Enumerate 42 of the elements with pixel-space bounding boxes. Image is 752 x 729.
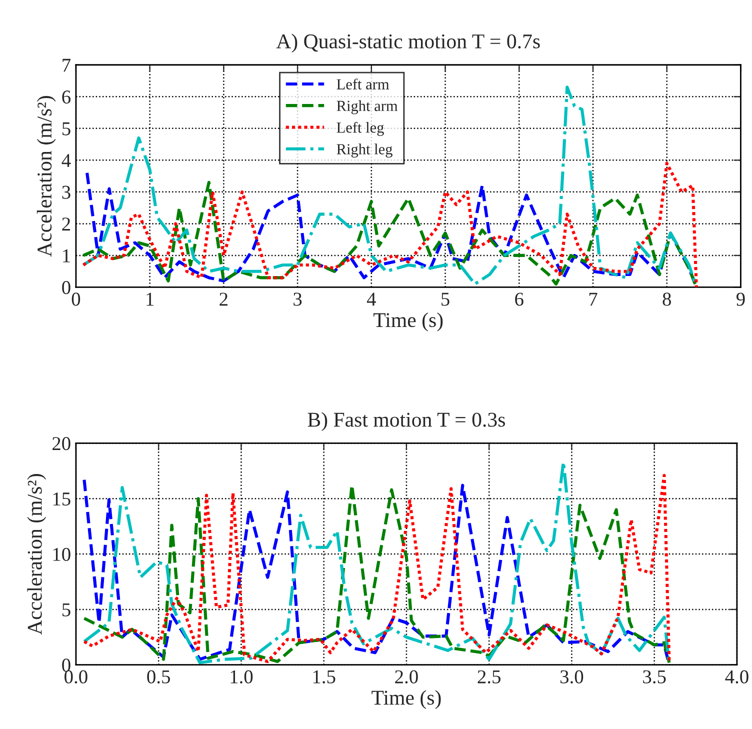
chart-title: A) Quasi-static motion T = 0.7s	[276, 34, 540, 53]
legend-label: Right arm	[336, 100, 398, 114]
y-tick-label: 6	[62, 90, 71, 104]
x-tick-label: 2	[220, 292, 228, 306]
legend-label: Left leg	[336, 122, 384, 136]
x-tick-label: 0.5	[147, 670, 170, 684]
y-tick-label: 5	[62, 603, 70, 616]
x-tick-label: 3.5	[643, 670, 666, 684]
x-tick-label: 4	[366, 292, 376, 306]
legend-label: Right leg	[336, 144, 392, 158]
y-tick-label: 15	[53, 492, 70, 506]
x-tick-label: 1	[146, 292, 154, 306]
x-tick-label: 3.0	[560, 670, 584, 684]
y-tick-label: 3	[62, 186, 70, 199]
y-tick-label: 0	[62, 658, 70, 672]
y-tick-label: 7	[62, 58, 71, 72]
y-tick-label: 5	[62, 122, 70, 136]
x-tick-label: 9	[736, 292, 745, 306]
y-tick-label: 4	[62, 154, 71, 167]
x-tick-label: 2.0	[395, 670, 418, 684]
x-tick-label: 0	[72, 292, 80, 306]
x-tick-label: 4.0	[725, 670, 748, 684]
x-axis-title: Time (s)	[374, 312, 443, 332]
y-axis-title: Acceleration (m/s²)	[27, 474, 46, 635]
legend-label: Left arm	[336, 78, 390, 90]
x-tick-label: 3	[294, 292, 302, 306]
x-tick-label: 1.5	[313, 670, 336, 684]
y-tick-label: 10	[53, 548, 70, 561]
x-tick-label: 2.5	[478, 670, 500, 684]
x-tick-label: 1.0	[230, 670, 253, 684]
y-tick-label: 2	[62, 218, 70, 230]
x-tick-label: 5	[442, 292, 450, 306]
chart-title: B) Fast motion T = 0.3s	[308, 412, 505, 431]
y-tick-label: 20	[52, 437, 70, 450]
x-tick-label: 6	[515, 292, 524, 306]
y-tick-label: 0	[62, 281, 70, 294]
x-tick-label: 8	[662, 292, 671, 306]
y-axis-title: Acceleration (m/s²)	[36, 96, 56, 257]
x-axis-title: Time (s)	[372, 690, 441, 710]
x-tick-label: 0.0	[64, 670, 88, 684]
x-tick-label: 7	[589, 292, 598, 306]
y-tick-label: 1	[63, 249, 70, 262]
